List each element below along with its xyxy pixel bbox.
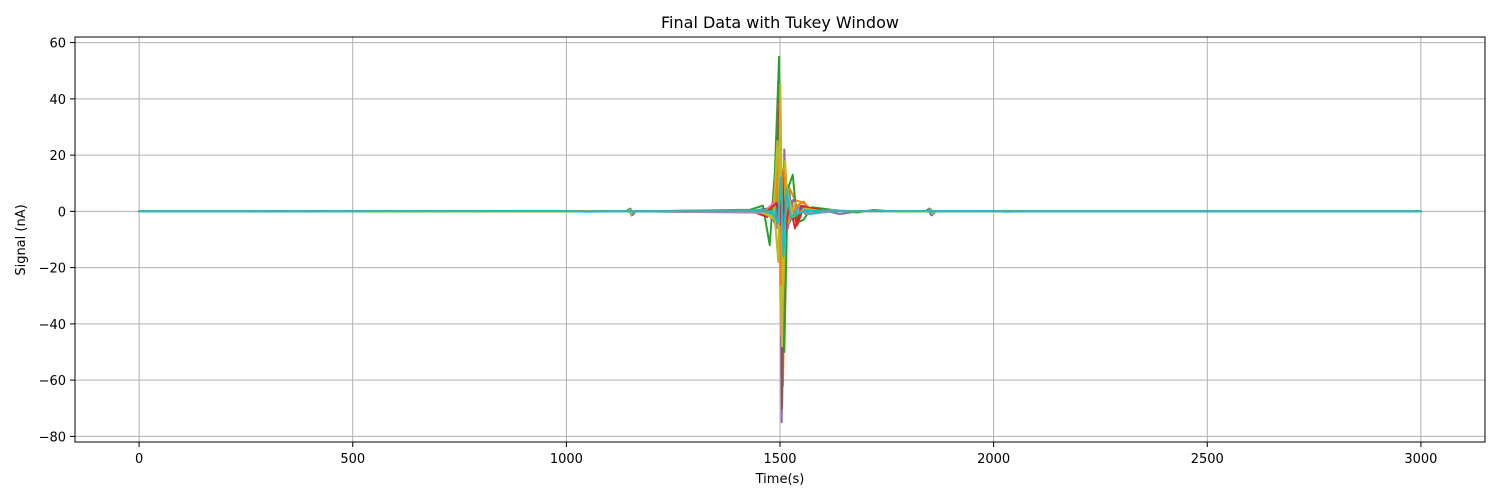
x-axis-label: Time(s) bbox=[755, 472, 805, 487]
series-line-14 bbox=[138, 176, 1422, 258]
y-tick-label: 20 bbox=[49, 149, 66, 164]
y-tick-label: 0 bbox=[58, 205, 66, 220]
tick-layer: 0 500 1000 1500 2000 2500 3000 60 40 20 0 −20 −40 −60… bbox=[39, 37, 1438, 467]
x-tick-label: 0 bbox=[135, 452, 143, 467]
y-tick-label: −20 bbox=[39, 262, 66, 277]
x-tick-label: 3000 bbox=[1404, 452, 1437, 467]
series-layer bbox=[138, 55, 1422, 424]
x-tick-label: 1500 bbox=[763, 452, 796, 467]
y-axis-label: Signal (nA) bbox=[14, 204, 29, 275]
x-tick-label: 2000 bbox=[977, 452, 1010, 467]
chart-title: Final Data with Tukey Window bbox=[661, 13, 899, 32]
y-tick-label: −80 bbox=[39, 430, 66, 445]
x-tick-label: 2500 bbox=[1191, 452, 1224, 467]
x-tick-label: 1000 bbox=[550, 452, 583, 467]
x-tick-label: 500 bbox=[340, 452, 365, 467]
y-tick-label: −40 bbox=[39, 318, 66, 333]
y-tick-label: 60 bbox=[49, 37, 66, 52]
y-tick-label: 40 bbox=[49, 93, 66, 108]
y-tick-label: −60 bbox=[39, 374, 66, 389]
